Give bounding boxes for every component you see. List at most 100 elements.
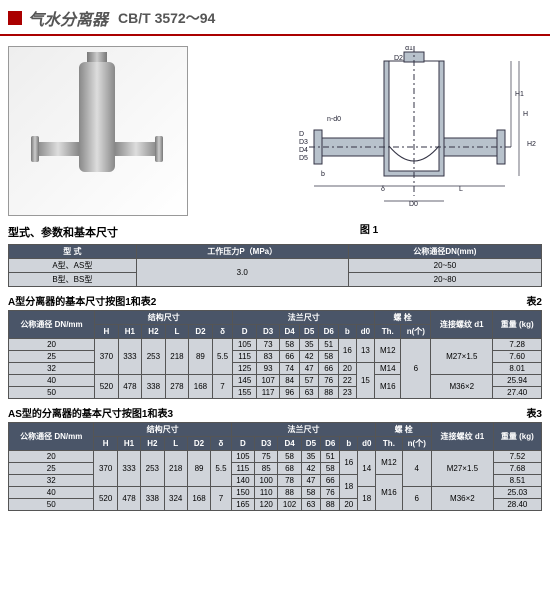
table-cell: 115 <box>233 351 257 363</box>
table-cell: 25.94 <box>493 375 542 387</box>
table-cell: 84 <box>280 375 300 387</box>
table-cell: 218 <box>164 451 187 487</box>
table-cell: 278 <box>165 375 189 399</box>
table2-caption-row: A型分离器的基本尺寸按图1和表2 表2 <box>0 289 550 308</box>
table-cell: 478 <box>117 487 140 511</box>
table-cell: 83 <box>256 351 280 363</box>
top-section: H H1 H2 n-d0 D D3 D4 D5 D0 δ L d1 D2 b <box>0 42 550 222</box>
table-cell: M14 <box>375 363 401 375</box>
table-cell: 89 <box>189 339 213 375</box>
t1-h2: 公称通径DN(mm) <box>348 245 541 259</box>
table-cell: 25 <box>9 463 94 475</box>
table-cell: 333 <box>118 339 142 375</box>
table-cell: 47 <box>301 475 320 487</box>
header-underline <box>0 34 550 36</box>
table-cell: 35 <box>299 339 319 351</box>
table-cell: 50 <box>9 387 95 399</box>
table-cell: 8.51 <box>493 475 541 487</box>
table2-caption: A型分离器的基本尺寸按图1和表2 <box>8 293 156 308</box>
table-cell: 107 <box>256 375 280 387</box>
svg-text:D0: D0 <box>409 201 418 208</box>
table-cell: 338 <box>141 487 164 511</box>
table-cell: 7.68 <box>493 463 541 475</box>
table-cell: 20 <box>340 499 358 511</box>
table-cell: 8.01 <box>493 363 542 375</box>
table-cell: 165 <box>231 499 254 511</box>
table-cell: 520 <box>95 375 119 399</box>
table-cell: 42 <box>299 351 319 363</box>
page-title: 气水分离器 <box>28 6 108 30</box>
table3-caption-row: AS型的分离器的基本尺寸按图1和表3 表3 <box>0 401 550 420</box>
table-cell: 68 <box>278 463 301 475</box>
table-cell: 478 <box>118 375 142 399</box>
t1-h0: 型 式 <box>9 245 137 259</box>
table-cell: 58 <box>321 463 340 475</box>
table-cell: 370 <box>95 339 119 375</box>
table-cell: M16 <box>375 375 401 399</box>
table-cell: 338 <box>142 375 166 399</box>
table3-caption: AS型的分离器的基本尺寸按图1和表3 <box>8 405 173 420</box>
table-cell: 7 <box>212 375 233 399</box>
table-cell: M36×2 <box>431 375 493 399</box>
table-cell: 66 <box>319 363 339 375</box>
table-a-type: 公称通径 DN/mm 结构尺寸 法兰尺寸 螺 栓 连接螺纹 d1 重量 (kg)… <box>8 310 542 399</box>
svg-text:H1: H1 <box>515 91 524 98</box>
svg-text:D2: D2 <box>394 55 403 62</box>
table-cell: 6 <box>401 339 431 399</box>
table-cell: 75 <box>255 451 278 463</box>
table2-tag: 表2 <box>526 293 542 308</box>
standard-code: CB/T 3572～94 <box>118 8 215 28</box>
table-cell: 32 <box>9 475 94 487</box>
table-cell: 125 <box>233 363 257 375</box>
table-cell: 150 <box>231 487 254 499</box>
table-cell: 7.52 <box>493 451 541 463</box>
table-cell: 89 <box>187 451 210 487</box>
table-cell: 16 <box>340 451 358 475</box>
table-cell: 140 <box>231 475 254 487</box>
table-cell: 110 <box>255 487 278 499</box>
table-cell: 63 <box>299 387 319 399</box>
svg-text:D: D <box>299 131 304 138</box>
table-cell: 20 <box>338 363 356 375</box>
table-cell: 57 <box>299 375 319 387</box>
table-cell: 120 <box>255 499 278 511</box>
svg-text:δ: δ <box>381 186 385 193</box>
table-cell: 96 <box>280 387 300 399</box>
table-cell: 22 <box>338 375 356 387</box>
table-cell: 14 <box>358 451 376 487</box>
table-cell: 51 <box>321 451 340 463</box>
table-cell: 6 <box>402 487 432 511</box>
table-cell: 28.40 <box>493 499 541 511</box>
table-cell: 35 <box>301 451 320 463</box>
table-cell: M27×1.5 <box>431 339 493 375</box>
table-cell: 253 <box>141 451 164 487</box>
table-cell: M12 <box>376 451 402 475</box>
table-cell: 76 <box>321 487 340 499</box>
table-cell: 78 <box>278 475 301 487</box>
table-cell: 102 <box>278 499 301 511</box>
table-cell: 520 <box>94 487 117 511</box>
table-cell: 168 <box>187 487 210 511</box>
table-cell: 7 <box>211 487 232 511</box>
table-cell: 66 <box>321 475 340 487</box>
product-photo <box>8 46 188 216</box>
table-cell: 100 <box>255 475 278 487</box>
table-cell: 88 <box>278 487 301 499</box>
table-cell: 333 <box>117 451 140 487</box>
table-cell: 18 <box>340 475 358 499</box>
table-cell: M27×1.5 <box>432 451 494 487</box>
table-cell: 155 <box>233 387 257 399</box>
table-cell: M36×2 <box>432 487 494 511</box>
table-cell: 25 <box>9 351 95 363</box>
table-cell: 73 <box>256 339 280 351</box>
table-cell: 58 <box>278 451 301 463</box>
table3-tag: 表3 <box>526 405 542 420</box>
table-cell: 13 <box>356 339 374 363</box>
table-cell: 58 <box>280 339 300 351</box>
table-cell: 145 <box>233 375 257 387</box>
svg-text:D5: D5 <box>299 155 308 162</box>
header-bar: 气水分离器 CB/T 3572～94 <box>0 6 550 30</box>
svg-text:D4: D4 <box>299 147 308 154</box>
svg-text:n-d0: n-d0 <box>327 116 341 123</box>
table-cell: 32 <box>9 363 95 375</box>
